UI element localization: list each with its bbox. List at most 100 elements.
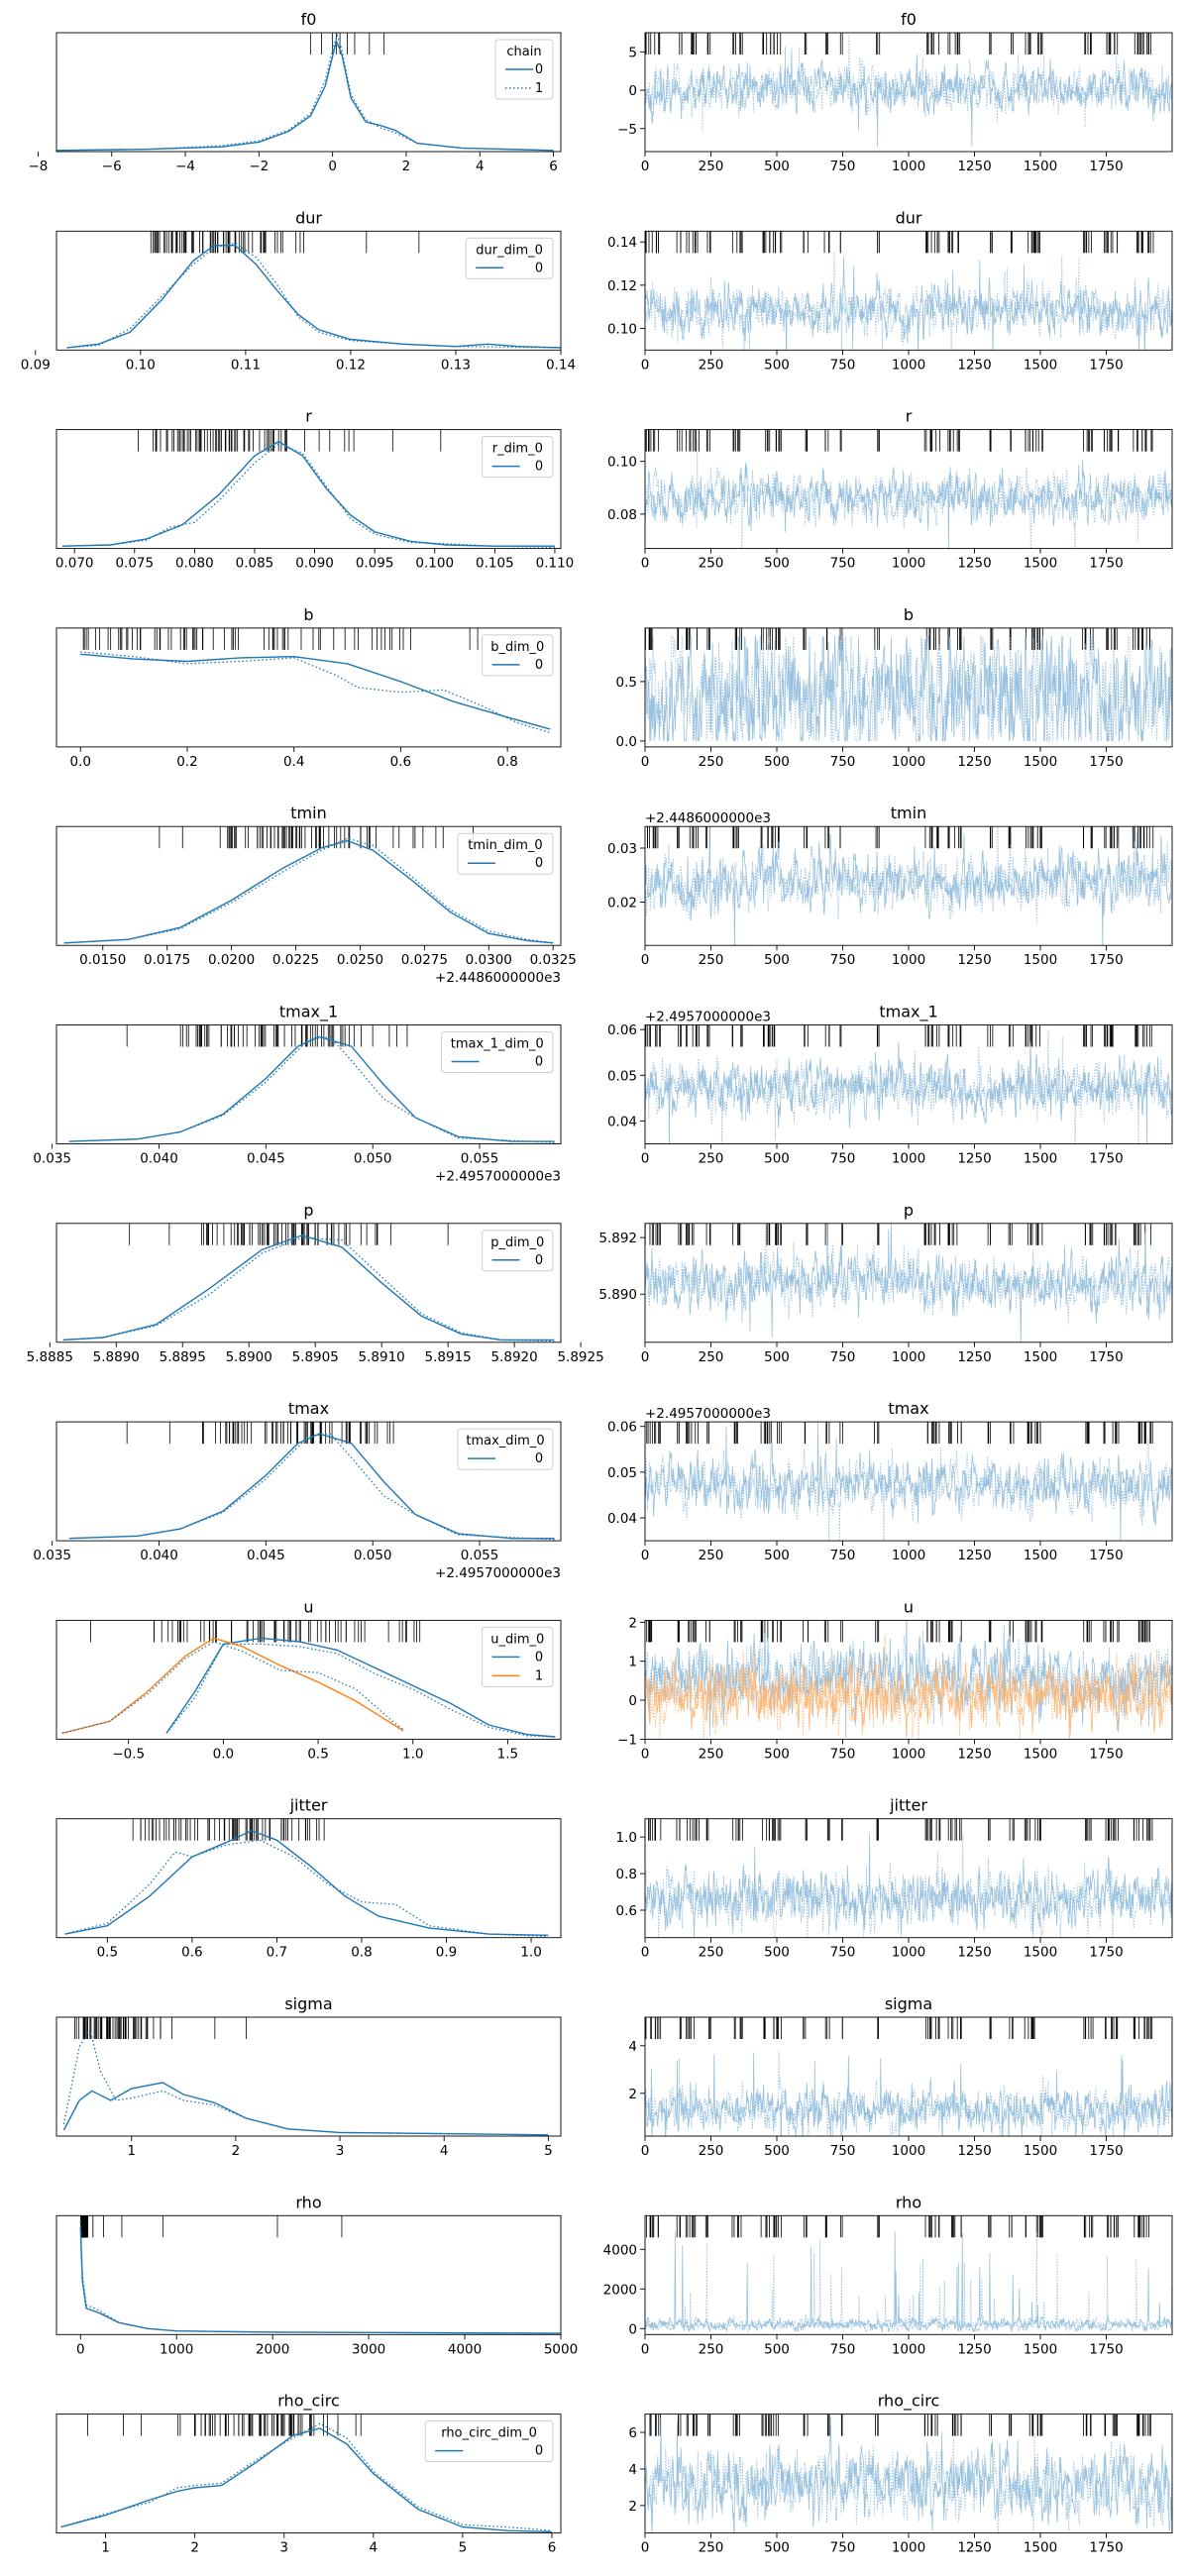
y-tick-label: 0.06 <box>607 1022 637 1038</box>
legend-title: p_dim_0 <box>490 1235 544 1250</box>
x-tick-label: 1750 <box>1089 952 1123 968</box>
x-tick-label: 0 <box>641 556 650 572</box>
x-tick-label: 1000 <box>892 1349 925 1365</box>
trace-title: u <box>904 1597 914 1616</box>
trace-frame <box>644 2214 1173 2335</box>
x-tick-label: 0 <box>641 357 650 373</box>
x-tick-label: 1500 <box>1024 2341 1057 2357</box>
y-tick-label: 0.0 <box>616 734 637 750</box>
trace-line <box>645 1833 1172 1938</box>
trace-rug <box>645 627 1151 650</box>
trace-title: tmax_1 <box>879 1003 937 1022</box>
x-tick-label: 0 <box>641 2540 650 2556</box>
x-tick-label: 250 <box>699 754 724 770</box>
trace-line <box>645 635 1172 742</box>
x-tick-label: 0.040 <box>140 1548 178 1563</box>
x-tick-label: 500 <box>764 1349 790 1365</box>
x-tick-label: 0 <box>641 1945 650 1961</box>
trace-rug <box>644 2414 1151 2436</box>
kde-line <box>79 2227 562 2334</box>
kde-frame <box>55 1619 562 1740</box>
x-tick-label: 1000 <box>892 2143 925 2159</box>
legend: p_dim_0 0 <box>482 1230 554 1272</box>
x-tick-label: 0 <box>328 159 337 174</box>
rug <box>132 1818 325 1841</box>
x-tick-label: 500 <box>764 952 790 968</box>
trace-line <box>645 826 1172 946</box>
trace-panel-dur: dur 0 250 500 750 1000 1250 1500 1750 0.10 0.12 0.1… <box>607 208 1173 373</box>
kde-line <box>64 1839 549 1938</box>
x-tick-label: 1250 <box>957 1945 991 1961</box>
kde-line <box>66 242 562 349</box>
y-tick-label: 0.02 <box>607 896 637 912</box>
x-tick-label: 5.8915 <box>425 1349 472 1365</box>
x-tick-label: 250 <box>699 1945 724 1961</box>
x-tick-label: 5.8920 <box>490 1349 537 1365</box>
trace-rug <box>646 2215 1149 2238</box>
rug <box>126 1422 394 1445</box>
x-tick-label: 4 <box>476 159 485 174</box>
x-tick-label: 1250 <box>957 159 991 174</box>
kde-panel-tmax: tmax 0.035 0.040 0.045 0.050 0.055 +2.49570000… <box>33 1399 562 1581</box>
x-tick-label: 750 <box>830 1945 856 1961</box>
x-tick-label: 0.8 <box>496 754 517 770</box>
kde-panel-f0: f0 −8 −6 −4 −2 0 2 4 6 chain 0 1 <box>28 10 562 174</box>
kde-line <box>61 1641 404 1735</box>
x-tick-label: 5.8925 <box>557 1349 603 1365</box>
x-tick-label: 1250 <box>957 1548 991 1563</box>
trace-title: dur <box>896 208 922 227</box>
rug <box>150 231 420 254</box>
trace-line <box>645 2416 1172 2533</box>
x-tick-label: 0.045 <box>247 1548 285 1563</box>
x-tick-label: 1750 <box>1089 754 1123 770</box>
y-tick-label: 5.890 <box>598 1287 637 1303</box>
x-tick-label: 1250 <box>957 357 991 373</box>
row-p: p5.8885 5.8890 5.8895 5.8900 5.8905 5.8910 5.8… <box>27 1201 1173 1365</box>
offset-label: +2.4957000000e3 <box>645 1406 771 1422</box>
kde-frame <box>55 429 562 550</box>
x-tick-label: 1500 <box>1024 1548 1057 1563</box>
x-tick-label: 1250 <box>957 2540 991 2556</box>
legend: chain 0 1 <box>494 39 554 100</box>
trace-line <box>645 1422 1172 1542</box>
trace-line <box>645 257 1172 351</box>
legend-title: tmax_dim_0 <box>466 1434 544 1449</box>
kde-line <box>60 2427 553 2533</box>
kde-panel-b: b 0.0 0.2 0.4 0.6 0.8 b_dim_0 0 <box>55 605 562 770</box>
y-tick-label: 2000 <box>603 2282 637 2298</box>
x-tick-label: −2 <box>249 159 269 174</box>
trace-panel-tmax: tmax 0 250 500 750 1000 1250 1500 1750 0.04 0.05 0.… <box>607 1399 1173 1563</box>
y-tick-label: 0.10 <box>607 321 637 337</box>
x-tick-label: 0.13 <box>441 357 471 373</box>
x-tick-label: 500 <box>764 556 790 572</box>
legend: u_dim_0 0 1 <box>482 1626 554 1687</box>
x-tick-label: 0 <box>641 1151 650 1167</box>
y-tick-label: −1 <box>617 1732 637 1748</box>
legend-entry: 0 <box>535 856 543 871</box>
kde-title: rho <box>295 2193 321 2211</box>
kde-title: p <box>303 1201 313 1220</box>
kde-title: rho_circ <box>277 2392 340 2412</box>
trace-frame <box>644 32 1173 153</box>
x-tick-label: 500 <box>764 754 790 770</box>
kde-panel-dur: dur 0.09 0.10 0.11 0.12 0.13 0.14 dur_dim_0 0 <box>21 208 576 373</box>
x-tick-label: 0.7 <box>267 1945 287 1961</box>
x-tick-label: 5.8910 <box>359 1349 405 1365</box>
x-tick-label: 0.090 <box>295 556 334 572</box>
kde-panel-rho_circ: rho_circ 1 2 3 4 5 6 rho_circ_dim_0 0 <box>55 2392 562 2556</box>
x-tick-label: 1500 <box>1024 2143 1057 2159</box>
x-tick-label: 1000 <box>892 1151 925 1167</box>
trace-line <box>645 1438 1172 1542</box>
x-tick-label: 1500 <box>1024 1945 1057 1961</box>
x-tick-label: 1250 <box>957 2143 991 2159</box>
x-tick-label: 500 <box>764 1945 790 1961</box>
kde-line <box>165 1643 556 1738</box>
trace-panel-p: p 0 250 500 750 1000 1250 1500 1750 5.890 5.892 <box>598 1201 1173 1365</box>
x-tick-label: 0 <box>641 159 650 174</box>
trace-line <box>645 33 1172 134</box>
x-tick-label: 0.055 <box>461 1548 499 1563</box>
kde-frame <box>55 2414 562 2534</box>
x-tick-label: 1000 <box>892 357 925 373</box>
x-tick-label: 4 <box>440 2143 449 2159</box>
kde-frame <box>55 627 562 748</box>
